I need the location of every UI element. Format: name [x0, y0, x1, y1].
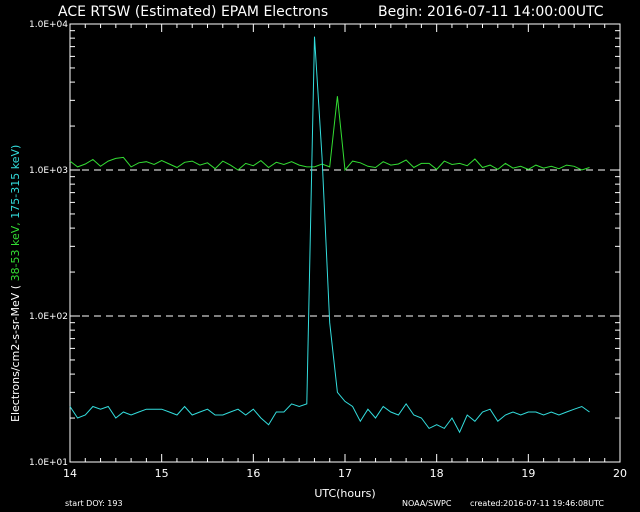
x-axis-label: UTC(hours): [314, 487, 375, 500]
series-line-175-315kev: [69, 36, 590, 434]
series-line-38-53kev: [69, 96, 590, 172]
begin-time: Begin: 2016-07-11 14:00:00UTC: [378, 4, 604, 20]
axis-ticks: [69, 23, 621, 463]
chart-title: ACE RTSW (Estimated) EPAM Electrons: [58, 4, 328, 20]
y-axis-label-low: 38-53 keV,: [9, 222, 22, 285]
x-tick-label: 20: [613, 467, 627, 480]
created-timestamp: created:2016-07-11 19:46:08UTC: [470, 499, 604, 508]
x-tick-label: 19: [521, 467, 535, 480]
series-layer: [69, 36, 590, 434]
y-tick-label: 1.0E+04: [29, 20, 68, 30]
y-axis-label: Electrons/cm2-s-sr-MeV ( 38-53 keV, 175-…: [9, 145, 22, 422]
start-doy: start DOY: 193: [65, 499, 123, 508]
threshold-lines: [70, 169, 620, 317]
y-tick-label: 1.0E+01: [29, 458, 68, 468]
x-tick-labels: 14 15 16 17 18 19 20: [63, 467, 627, 480]
y-tick-labels: 1.0E+01 1.0E+02 1.0E+03 1.0E+04: [29, 20, 68, 468]
x-tick-label: 17: [338, 467, 352, 480]
y-tick-label: 1.0E+02: [29, 312, 68, 322]
x-tick-label: 18: [430, 467, 444, 480]
x-tick-label: 14: [63, 467, 77, 480]
x-tick-label: 15: [155, 467, 169, 480]
y-axis-label-prefix: Electrons/cm2-s-sr-MeV (: [9, 285, 22, 422]
y-axis-label-high: 175-315 keV): [9, 145, 22, 223]
x-tick-label: 16: [246, 467, 260, 480]
credit-label: NOAA/SWPC: [402, 499, 452, 508]
y-tick-label: 1.0E+03: [29, 166, 68, 176]
